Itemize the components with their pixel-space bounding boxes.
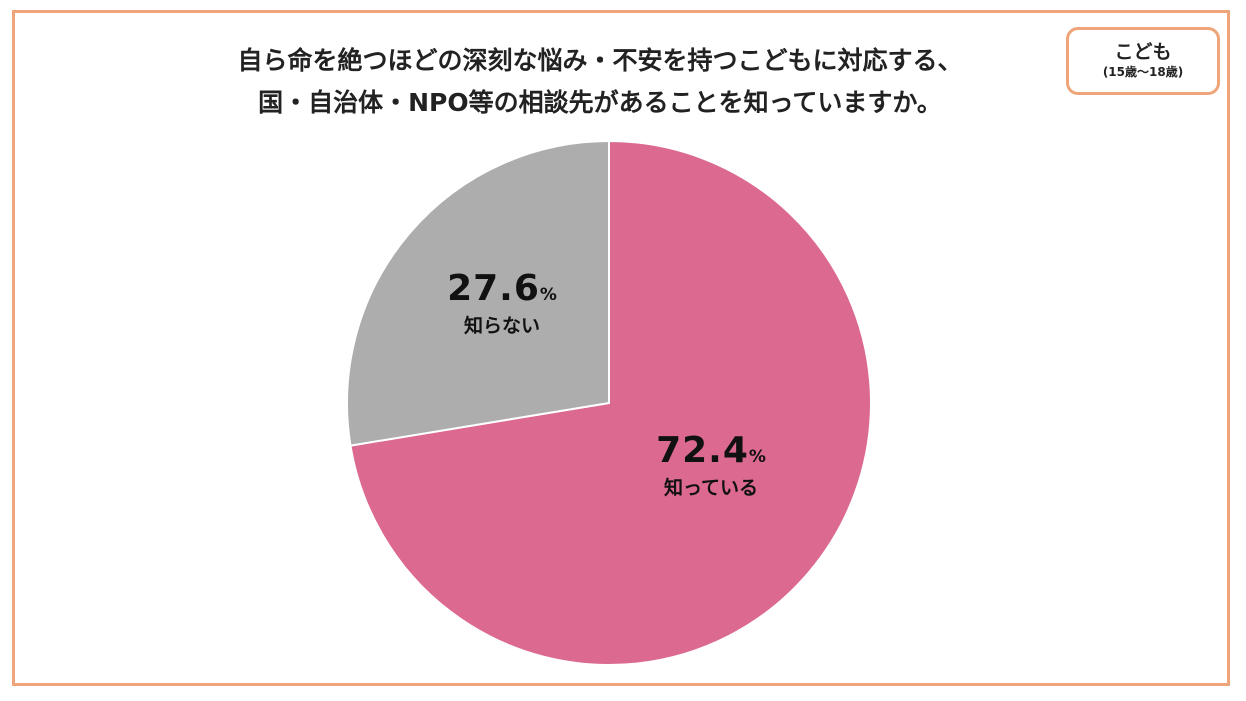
pie-slice-dont-know <box>346 139 610 447</box>
chart-title: 自ら命を絶つほどの深刻な悩み・不安を持つこどもに対応する、 国・自治体・NPO等… <box>150 40 1050 124</box>
slice-label-dont-know: 27.6% 知らない <box>447 268 557 338</box>
slice-value-know: 72.4 <box>656 430 749 471</box>
pie-slice-know <box>349 139 872 666</box>
slice-category-dont-know: 知らない <box>463 315 540 337</box>
slice-label-know: 72.4% 知っている <box>656 430 766 500</box>
slice-unit-know: % <box>748 447 766 467</box>
slice-unit-dont-know: % <box>539 285 557 305</box>
chart-frame <box>12 10 1230 686</box>
respondent-badge: こども (15歳〜18歳) <box>1066 27 1220 95</box>
slice-category-know: 知っている <box>663 477 759 499</box>
badge-label: こども <box>1114 41 1172 63</box>
title-line-1: 自ら命を絶つほどの深刻な悩み・不安を持つこどもに対応する、 <box>237 46 963 75</box>
badge-sublabel: (15歳〜18歳) <box>1102 65 1184 79</box>
slice-value-dont-know: 27.6 <box>447 268 540 309</box>
title-line-2: 国・自治体・NPO等の相談先があることを知っていますか。 <box>258 88 942 117</box>
